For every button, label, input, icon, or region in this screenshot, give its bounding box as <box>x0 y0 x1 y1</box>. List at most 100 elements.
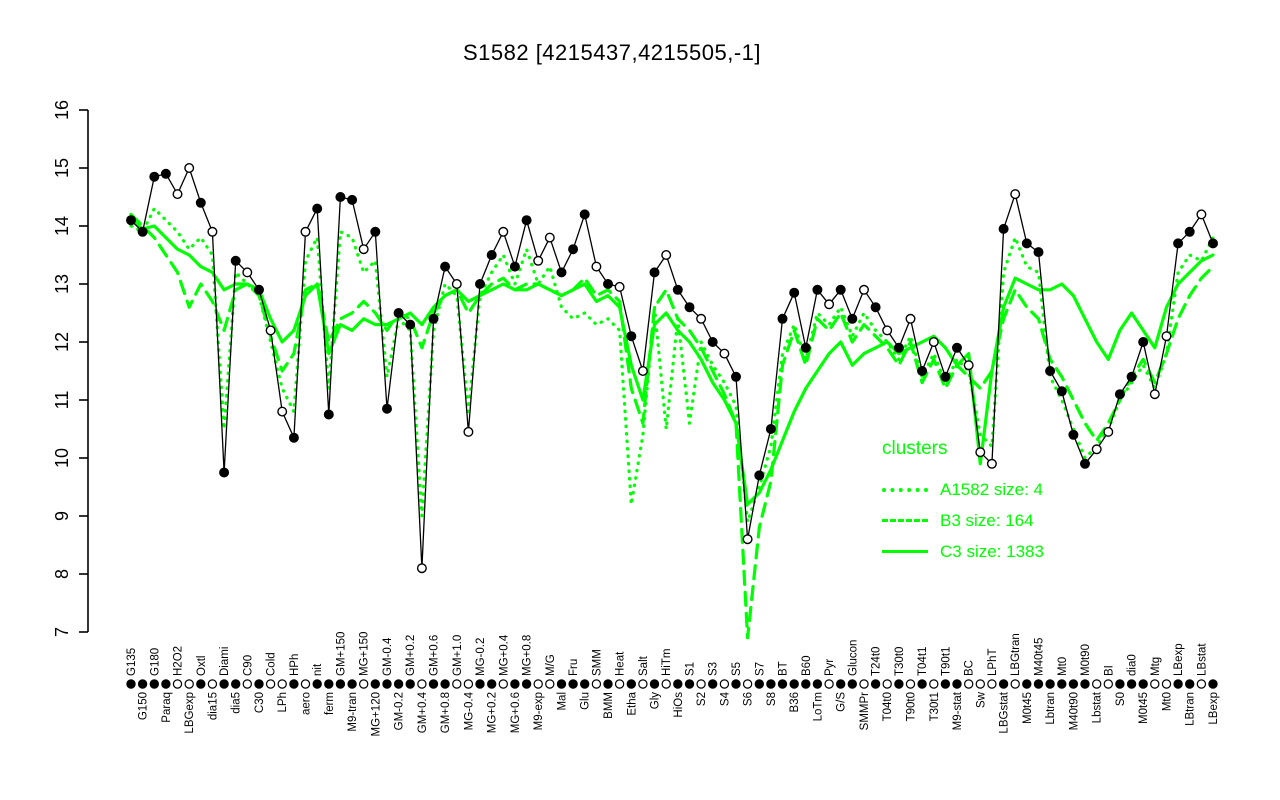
data-points <box>125 162 1218 574</box>
condition-marker <box>521 679 532 689</box>
x-tick-label: Mtg <box>1150 657 1162 676</box>
condition-marker <box>591 679 602 689</box>
x-axis-labels: G135 G150 G180 Paraq H2O2 LBGexp Oxtl dia15 Diam… <box>126 632 1220 737</box>
condition-marker <box>731 679 741 689</box>
x-tick-label: GM+0.2 <box>405 635 417 676</box>
data-point <box>1045 366 1056 377</box>
condition-marker <box>754 679 765 689</box>
condition-marker <box>847 679 858 689</box>
data-point <box>288 432 299 443</box>
data-point <box>626 331 637 342</box>
data-point <box>300 226 311 237</box>
condition-marker <box>1057 679 1067 689</box>
x-tick-label: M9-stat <box>952 691 964 730</box>
x-tick-label: B60 <box>801 656 813 676</box>
condition-marker <box>126 679 136 689</box>
data-point <box>1149 389 1160 400</box>
legend-entry: A1582 size: 4 <box>882 474 1044 505</box>
x-tick-label: H2O2 <box>173 646 185 676</box>
y-tick-label: 8 <box>52 569 72 579</box>
condition-marker <box>1033 679 1044 689</box>
data-point <box>742 534 753 545</box>
data-point <box>172 189 183 200</box>
legend-entry: B3 size: 164 <box>882 505 1044 536</box>
data-point <box>1114 389 1125 400</box>
condition-marker <box>556 679 567 689</box>
x-tick-label: aero <box>301 692 313 715</box>
data-point <box>1091 444 1102 455</box>
data-point <box>707 337 718 348</box>
y-tick-label: 11 <box>52 391 72 410</box>
data-point <box>184 162 195 173</box>
data-point <box>812 284 823 295</box>
series-line-S1582 <box>130 167 1214 569</box>
data-point <box>451 279 462 290</box>
condition-marker <box>777 679 788 689</box>
condition-marker <box>870 679 881 689</box>
x-tick-label: Mt0 <box>1057 657 1069 676</box>
x-tick-label: T30t0 <box>894 647 906 676</box>
data-point <box>1103 426 1114 437</box>
data-point <box>870 302 881 313</box>
condition-marker <box>184 679 194 689</box>
x-tick-label: S8 <box>766 692 778 706</box>
data-point <box>405 319 416 330</box>
data-point <box>835 284 846 295</box>
data-point <box>719 348 730 359</box>
condition-marker <box>673 679 683 689</box>
condition-marker <box>1080 679 1090 689</box>
condition-marker <box>463 679 474 689</box>
x-tick-label: G180 <box>149 648 161 676</box>
data-point <box>393 308 404 319</box>
data-point <box>253 284 264 295</box>
x-tick-label: LBstat <box>1196 643 1208 676</box>
data-point <box>1079 458 1090 469</box>
x-tick-label: MG+0.6 <box>510 692 522 733</box>
condition-marker <box>289 679 299 689</box>
condition-marker <box>998 679 1009 689</box>
y-axis: 7 8 9 10 11 12 13 14 15 16 <box>52 100 89 637</box>
data-point <box>824 299 835 310</box>
condition-marker <box>242 679 252 689</box>
condition-marker <box>975 679 986 689</box>
data-point <box>463 426 474 437</box>
data-point <box>1196 209 1207 220</box>
condition-marker <box>766 679 776 689</box>
x-tick-label: GM+150 <box>335 632 347 676</box>
x-tick-label: Fru <box>568 659 580 676</box>
condition-marker <box>1126 679 1137 689</box>
data-point <box>207 226 218 237</box>
condition-marker <box>836 679 846 689</box>
condition-marker <box>533 679 543 689</box>
legend-entry-label: C3 size: 1383 <box>940 541 1044 561</box>
x-tick-label: MG+150 <box>359 632 371 676</box>
condition-marker <box>649 679 660 689</box>
x-tick-label: dia5 <box>231 692 243 714</box>
y-tick-label: 15 <box>52 158 72 178</box>
x-tick-label: T90t0 <box>906 692 918 721</box>
condition-marker <box>300 679 311 689</box>
x-tick-label: nit <box>312 663 324 676</box>
x-tick-label: LoTm <box>812 692 824 721</box>
data-point <box>1126 371 1137 382</box>
data-point <box>277 406 288 417</box>
x-tick-label: BC <box>964 660 976 676</box>
condition-marker <box>1103 679 1114 689</box>
condition-marker <box>475 679 485 689</box>
x-tick-label: Mal <box>557 692 569 711</box>
data-point <box>1207 238 1218 249</box>
x-tick-label: M0t90 <box>1080 644 1092 676</box>
condition-marker <box>370 679 380 689</box>
condition-marker <box>545 679 555 689</box>
data-point <box>440 261 451 272</box>
condition-marker <box>719 679 730 689</box>
condition-marker <box>359 679 369 689</box>
data-point <box>696 313 707 324</box>
data-point <box>358 244 369 255</box>
x-tick-label: Heat <box>615 651 627 676</box>
data-point <box>265 325 276 336</box>
data-point <box>335 191 346 202</box>
condition-marker <box>1150 679 1160 689</box>
condition-marker <box>219 679 229 689</box>
x-tick-label: LBexp <box>1208 692 1220 725</box>
